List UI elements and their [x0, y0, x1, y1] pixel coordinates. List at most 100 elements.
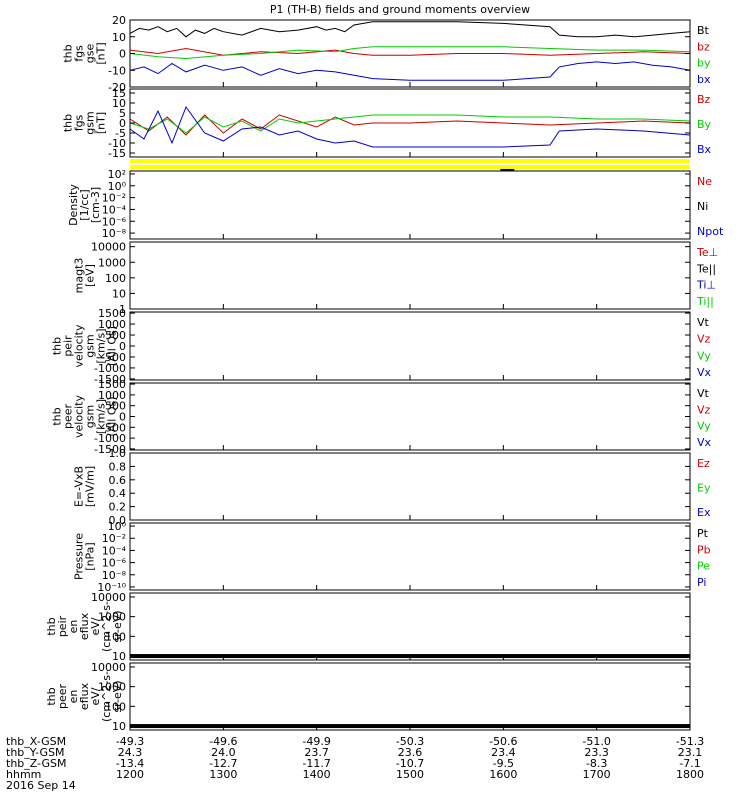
legend-vx: Vx	[697, 436, 712, 449]
y-tick-label: 0.8	[109, 460, 127, 473]
y-axis-label: eV/	[89, 617, 102, 635]
x-row-label: 2016 Sep 14	[6, 779, 76, 792]
y-tick-label: 1000	[98, 256, 126, 269]
y-axis-label: Pressure	[73, 533, 86, 580]
y-tick-label: 15	[112, 87, 126, 100]
panel-9: 10000 1000 100 10 thbpeirenefluxeV/(cm^2-s-s…	[45, 591, 691, 663]
x-row-value: 1800	[676, 768, 704, 781]
y-axis-label: thb	[45, 617, 58, 635]
y-tick-label: 10	[112, 720, 126, 733]
panel-7: 1.00.80.60.40.20.0 E=-VxB[mV/m] Ez Ey Ex	[73, 447, 711, 527]
y-axis-label: E=-VxB	[73, 466, 86, 507]
x-row-value: 1600	[489, 768, 517, 781]
y-axis-label: (All Qs)	[106, 396, 119, 436]
panel-10: 10000 1000 100 10 thbpeerenefluxeV/(cm^2-s-s…	[45, 661, 691, 733]
chart-title: P1 (TH-B) fields and ground moments over…	[270, 3, 530, 16]
x-row-value: -9.5	[493, 757, 514, 770]
y-axis-label: en	[67, 620, 80, 634]
x-row-label: thb_Z-GSM	[6, 757, 66, 770]
x-row-value: 24.0	[211, 746, 236, 759]
y-axis-label: [1/cc]	[78, 189, 91, 220]
y-tick-label: 1000	[98, 318, 126, 331]
panel-frame	[129, 522, 691, 591]
y-tick-label: -10	[108, 137, 126, 150]
x-row-value: 1400	[303, 768, 331, 781]
legend-te⊥: Te⊥	[696, 246, 718, 259]
x-row-value: 1500	[396, 768, 424, 781]
panel-frame	[129, 170, 691, 240]
y-tick-label: 0	[119, 340, 126, 353]
y-tick-label: 10⁰	[108, 180, 127, 193]
x-row-value: -11.7	[302, 757, 330, 770]
y-axis-label: peir	[56, 615, 69, 637]
status-bar-top	[130, 159, 690, 163]
x-row-value: -50.3	[396, 735, 424, 748]
y-axis-label: [mV/m]	[84, 466, 97, 507]
y-axis-label: [nT]	[95, 42, 108, 64]
y-axis-label: [cm-3]	[89, 187, 102, 223]
x-row-value: -51.0	[582, 735, 610, 748]
legend-te||: Te||	[696, 262, 716, 275]
legend-bz: bz	[697, 40, 710, 53]
y-axis-label: peir	[62, 335, 75, 357]
y-axis-label: gsm	[84, 334, 97, 357]
y-tick-label: 1000	[98, 611, 126, 624]
y-tick-label: 10⁰	[108, 520, 127, 533]
x-row-label: thb_X-GSM	[6, 735, 66, 748]
y-tick-label: 0.4	[109, 487, 127, 500]
y-axis-label: peer	[56, 684, 69, 710]
x-row-value: 23.4	[491, 746, 516, 759]
y-tick-label: 10⁻¹⁰	[97, 581, 126, 594]
y-tick-label: 10	[112, 287, 126, 300]
y-axis-label: thb	[45, 687, 58, 705]
y-tick-label: 1000	[98, 681, 126, 694]
y-tick-label: 0	[119, 117, 126, 130]
y-tick-label: 10000	[91, 241, 126, 254]
x-row-value: -13.4	[116, 757, 144, 770]
y-axis-label: magt3	[73, 258, 86, 294]
y-tick-label: 100	[105, 630, 126, 643]
y-tick-label: 10⁻⁸	[102, 227, 127, 240]
y-axis-label: thb	[62, 44, 75, 62]
y-axis-label: velocity	[73, 324, 86, 367]
legend-ni: Ni	[697, 200, 708, 213]
x-row-value: 24.3	[118, 746, 143, 759]
x-row-value: -12.7	[209, 757, 237, 770]
y-tick-label: 1500	[98, 378, 126, 391]
y-axis-label: (cm^2-s-	[100, 671, 113, 722]
y-axis-label: [eV]	[84, 264, 97, 287]
y-tick-label: 100	[105, 272, 126, 285]
y-tick-label: 0.0	[109, 514, 127, 527]
x-row-value: 23.7	[304, 746, 329, 759]
y-axis-label: thb	[51, 407, 64, 425]
y-tick-label: -15	[108, 147, 126, 160]
legend-vz: Vz	[697, 333, 711, 346]
legend-pb: Pb	[697, 543, 711, 556]
y-axis-label: thb	[51, 337, 64, 355]
series-by-line	[129, 46, 691, 60]
y-axis-label: eV/	[89, 687, 102, 705]
status-bar-mark	[500, 169, 515, 171]
y-tick-label: 1500	[98, 307, 126, 320]
x-row-label: hhmm	[6, 768, 41, 781]
y-tick-label: 10⁻⁴	[102, 203, 127, 216]
y-axis-label: [km/s]	[95, 328, 108, 363]
y-axis-label: gsm	[84, 405, 97, 428]
legend-vy: Vy	[697, 349, 711, 362]
legend-npot: Npot	[697, 225, 724, 238]
legend-vx: Vx	[697, 366, 712, 379]
y-axis-label: [nT]	[95, 112, 108, 134]
series-bx-line	[129, 105, 691, 148]
y-tick-label: 1	[119, 303, 126, 316]
x-row-value: -8.3	[586, 757, 607, 770]
series-bt-line	[129, 21, 691, 38]
status-bar-bottom	[130, 165, 690, 169]
x-row-value: 23.6	[398, 746, 423, 759]
y-tick-label: 0	[119, 411, 126, 424]
y-tick-label: 10⁻²	[102, 192, 126, 205]
y-tick-label: 10⁻⁸	[102, 569, 127, 582]
